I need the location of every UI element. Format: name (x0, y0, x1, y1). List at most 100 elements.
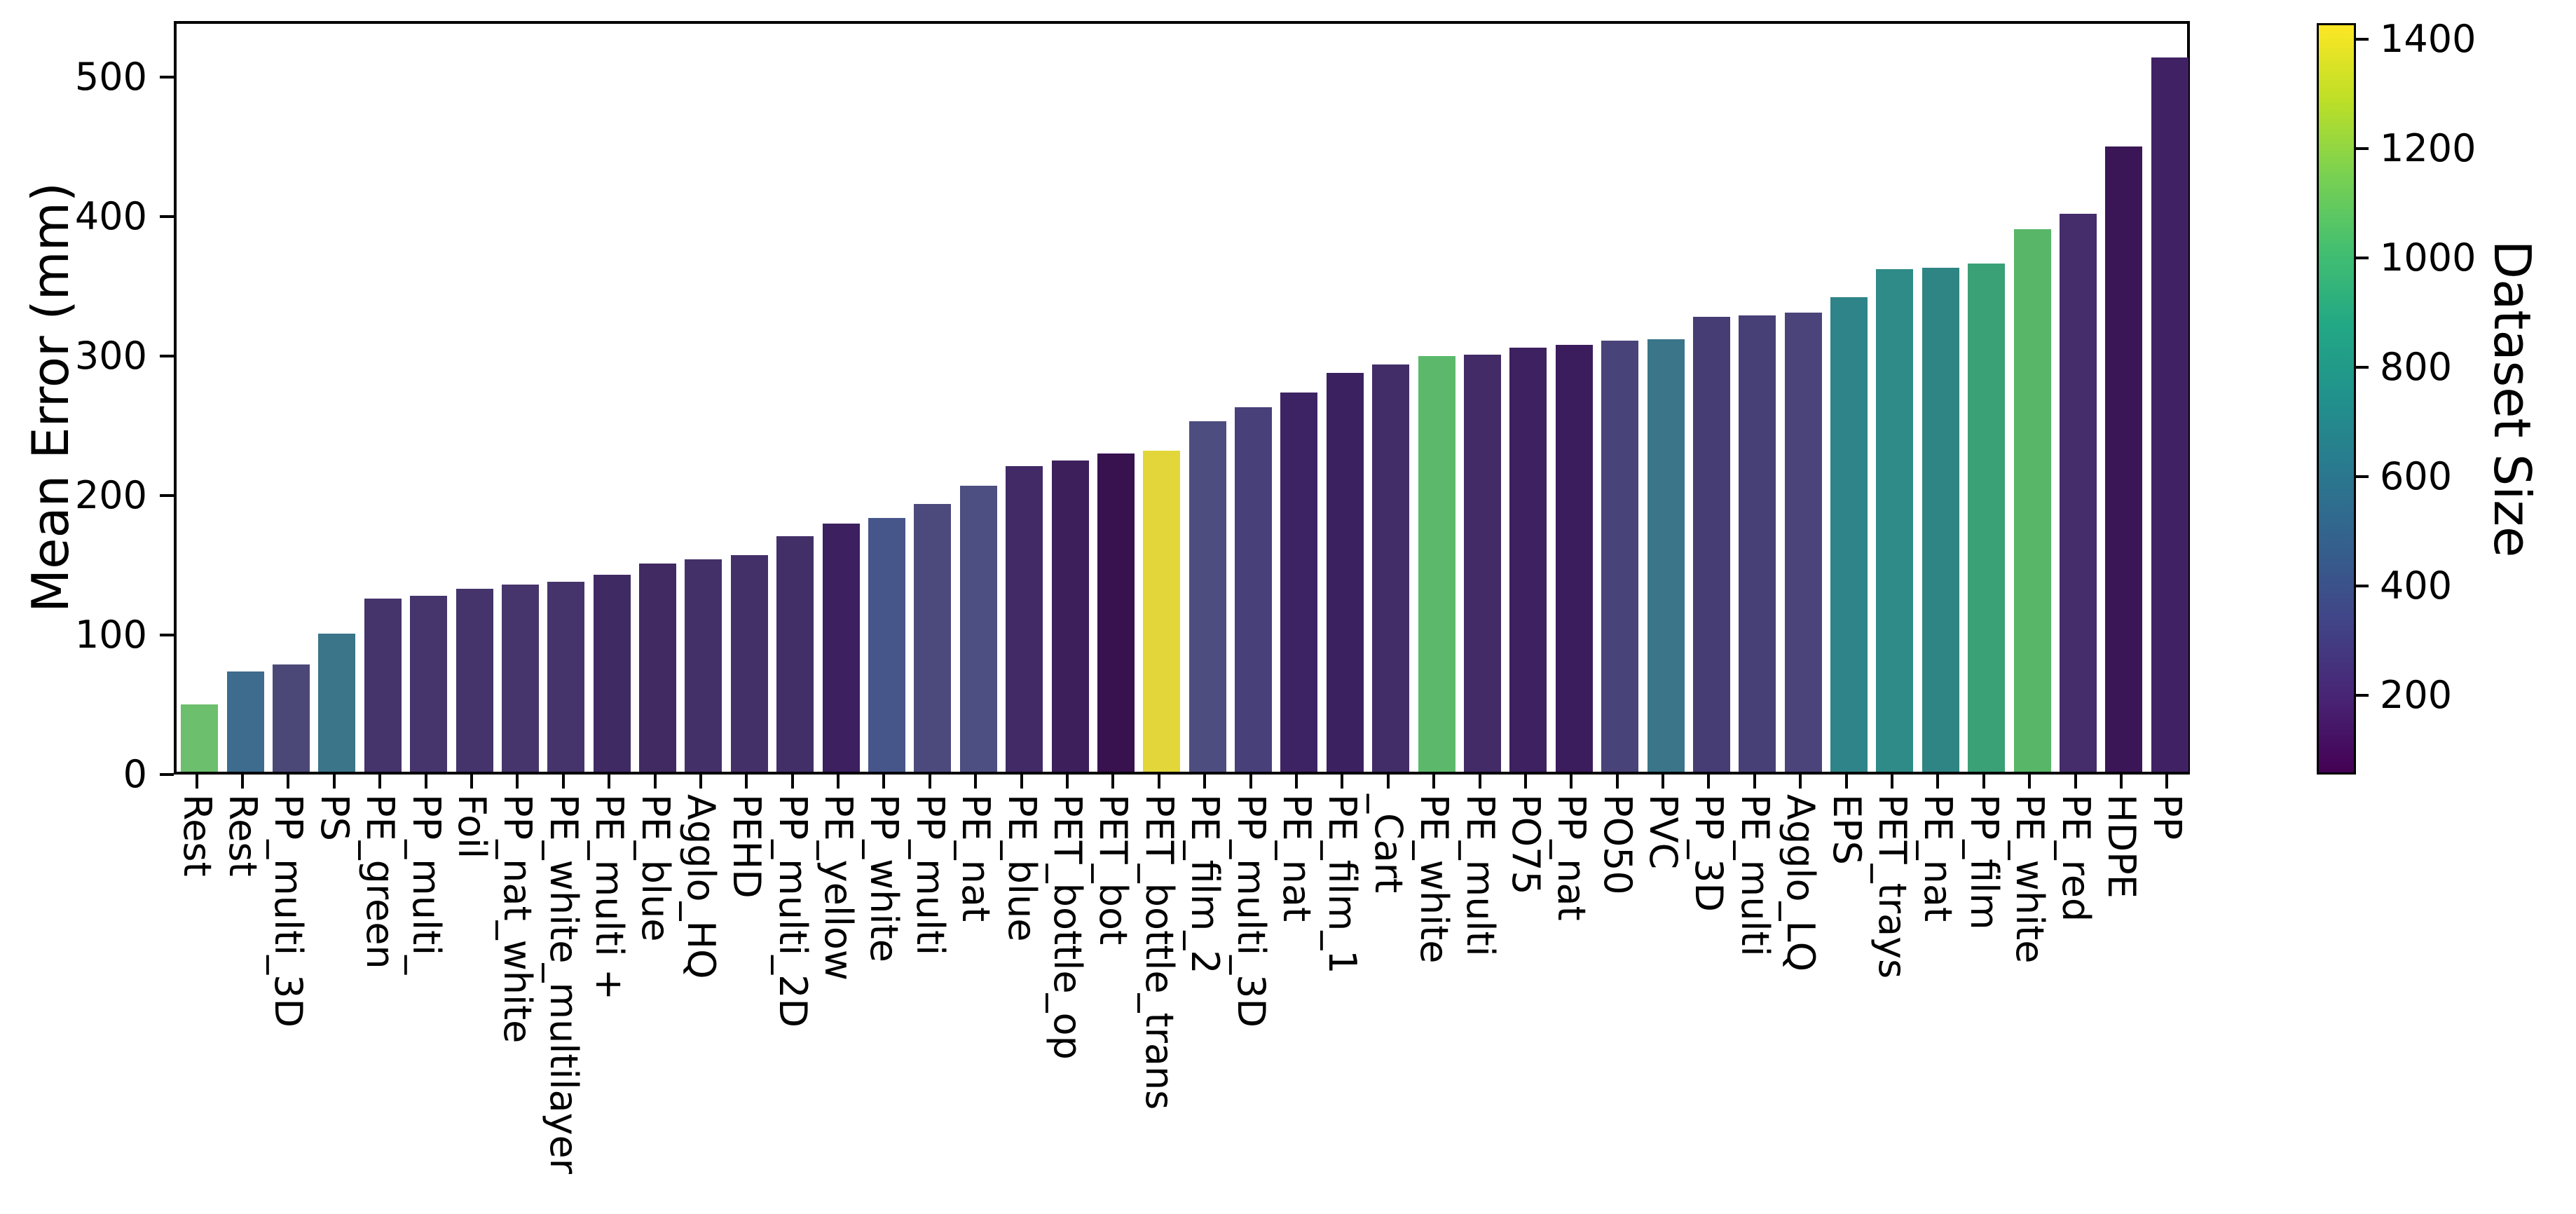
x-tick-label: PE_multi (1458, 794, 1502, 957)
x-tick-mark (745, 775, 748, 789)
x-tick-mark (928, 775, 931, 789)
bar (868, 517, 905, 772)
x-tick-mark (1066, 775, 1069, 789)
colorbar-tick-mark (2356, 147, 2369, 151)
x-tick-mark (2165, 775, 2169, 789)
x-tick-mark (1020, 775, 1023, 789)
x-tick-label: Rest (174, 794, 219, 877)
x-tick-label: PE_white_multilayer (541, 794, 586, 1174)
x-tick-mark (1615, 775, 1619, 789)
y-tick-mark (160, 633, 174, 636)
y-tick-mark (160, 75, 174, 79)
bar (685, 559, 722, 772)
bar (1235, 407, 1273, 772)
bar (1464, 354, 1501, 772)
bar (501, 585, 539, 772)
x-tick-label: Agglo_LQ (1779, 794, 1823, 972)
y-tick-mark (160, 493, 174, 497)
x-tick-label: PP_film (1961, 794, 2006, 930)
x-tick-label: PE_multi + (587, 794, 632, 1001)
colorbar-gradient (2317, 23, 2356, 775)
bar (364, 599, 402, 772)
bar (1006, 466, 1043, 772)
bar (455, 589, 493, 772)
x-tick-label: EPS (1824, 794, 1869, 865)
colorbar-tick-mark (2356, 38, 2369, 41)
bar (181, 704, 219, 772)
x-tick-label: PE_nat (1274, 794, 1319, 922)
x-tick-label: PE_white (1412, 794, 1457, 964)
x-tick-mark (2074, 775, 2077, 789)
bar (1784, 313, 1822, 772)
x-tick-mark (1753, 775, 1756, 789)
x-tick-label: PET_bottle_trans (1137, 794, 1181, 1110)
x-tick-mark (195, 775, 198, 789)
bar (593, 575, 631, 772)
bar (1051, 461, 1089, 772)
x-tick-label: PP_3D (1687, 794, 1732, 913)
y-tick-mark (160, 354, 174, 357)
x-tick-label: PE_blue (999, 794, 1044, 942)
x-tick-mark (1570, 775, 1573, 789)
x-tick-label: PP_multi (907, 794, 952, 956)
x-tick-mark (1936, 775, 1940, 789)
colorbar-label: Dataset Size (2483, 240, 2542, 558)
x-tick-mark (1523, 775, 1527, 789)
colorbar-tick-mark (2356, 257, 2369, 260)
x-tick-mark (1341, 775, 1344, 789)
x-tick-mark (974, 775, 978, 789)
x-tick-mark (608, 775, 611, 789)
x-tick-mark (470, 775, 473, 789)
x-tick-mark (1982, 775, 1985, 789)
bar (1921, 268, 1959, 772)
x-tick-mark (241, 775, 245, 789)
x-tick-mark (837, 775, 840, 789)
bar (2105, 146, 2143, 772)
bar (2060, 213, 2097, 772)
colorbar-tick-label: 600 (2380, 454, 2453, 499)
bar (2013, 229, 2051, 772)
y-tick-label: 500 (74, 54, 147, 99)
colorbar-tick-mark (2356, 366, 2369, 369)
x-tick-mark (424, 775, 427, 789)
x-tick-label: PP (2145, 794, 2190, 840)
colorbar-tick-mark (2356, 475, 2369, 479)
x-tick-mark (1799, 775, 1802, 789)
x-tick-label: PP_multi_2D (770, 794, 815, 1028)
x-tick-mark (561, 775, 565, 789)
colorbar-tick-mark (2356, 585, 2369, 588)
y-tick-label: 300 (74, 333, 147, 378)
bar (959, 485, 997, 772)
colorbar-tick-label: 200 (2380, 672, 2453, 717)
x-tick-label: PS (312, 794, 357, 841)
x-tick-label: PP_nat (1549, 794, 1594, 921)
x-tick-label: PEHD (725, 794, 769, 899)
x-tick-label: PET_bottle_op (1046, 794, 1090, 1060)
colorbar-tick-label: 400 (2380, 564, 2453, 608)
colorbar-tick-label: 800 (2380, 345, 2453, 390)
x-tick-label: PET_bot (1091, 794, 1136, 946)
x-tick-label: PVC (1641, 794, 1686, 870)
x-tick-label: Foil (450, 794, 494, 859)
x-tick-mark (1432, 775, 1436, 789)
bar (547, 582, 585, 772)
x-tick-mark (2028, 775, 2032, 789)
bar (1509, 347, 1547, 772)
x-tick-label: _Cart (1366, 794, 1411, 894)
bar (822, 523, 860, 772)
x-tick-mark (1478, 775, 1481, 789)
x-tick-label: PE_multi (1732, 794, 1777, 957)
bar (318, 633, 356, 772)
bar (1418, 355, 1455, 772)
bar (1739, 315, 1776, 772)
colorbar-tick-label: 1000 (2380, 236, 2476, 280)
bar (1601, 340, 1639, 772)
bar (730, 555, 768, 772)
x-tick-mark (287, 775, 290, 789)
x-tick-label: PO75 (1503, 794, 1548, 895)
colorbar-tick-label: 1400 (2380, 17, 2476, 62)
x-tick-mark (1844, 775, 1848, 789)
x-tick-label: PE_green (358, 794, 403, 969)
x-tick-mark (790, 775, 794, 789)
bar (639, 564, 677, 772)
